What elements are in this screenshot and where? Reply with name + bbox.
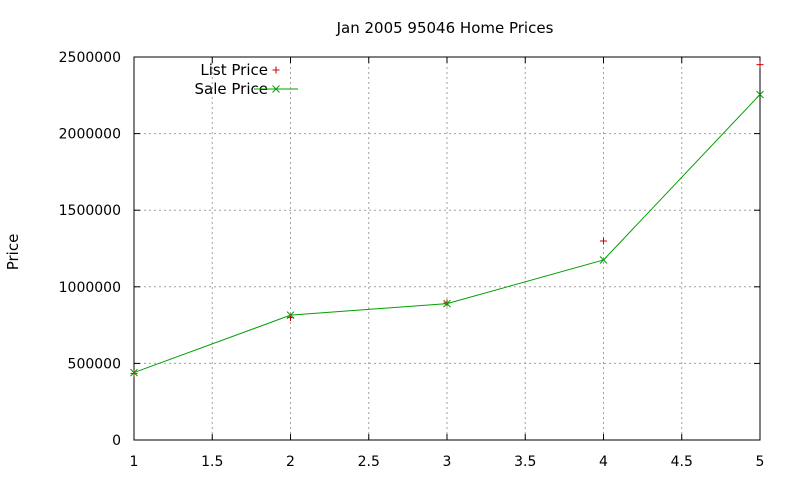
legend-label-sale-price: Sale Price: [195, 80, 268, 98]
plot-frame: [133, 56, 761, 441]
y-tick-label: 1000000: [59, 280, 121, 296]
y-tick-label: 2000000: [59, 127, 121, 143]
marker-stroke: [756, 90, 764, 99]
y-axis-label: Price: [4, 234, 22, 271]
legend-marker-list-price: [272, 66, 280, 74]
marker-stroke: [286, 311, 295, 319]
legend-label-list-price: List Price: [200, 61, 268, 79]
x-tick-label: 3: [443, 454, 452, 470]
x-tick-label: 3.5: [514, 454, 536, 470]
y-tick-label: 1500000: [59, 203, 121, 219]
y-tick-label: 2500000: [59, 50, 121, 66]
marker-stroke: [443, 299, 451, 308]
series: [130, 61, 764, 377]
list-price-point: [600, 237, 607, 245]
sale-price-point: [130, 368, 138, 377]
sale-price-point: [599, 256, 608, 264]
chart-title: Jan 2005 95046 Home Prices: [336, 19, 554, 37]
axis-ticks: 1 1.5 2 2.5 3 3.5 4 4.5 5 0 500000 1000000 1500000 20…: [59, 50, 765, 470]
marker-stroke: [130, 368, 138, 377]
y-tick-label: 0: [112, 433, 121, 449]
x-tick-label: 2.5: [358, 454, 380, 470]
list-price-point: [130, 369, 138, 377]
marker-stroke: [272, 85, 280, 93]
x-tick-label: 1: [130, 454, 139, 470]
sale-price-point: [756, 90, 764, 99]
y-tick-label: 500000: [68, 356, 121, 372]
sale-price-point: [443, 299, 451, 308]
x-tick-label: 5: [756, 454, 765, 470]
marker-stroke: [599, 256, 608, 264]
list-price-point: [756, 61, 764, 69]
x-tick-label: 1.5: [201, 454, 223, 470]
grid: [134, 57, 760, 440]
legend-marker-sale-price: [272, 85, 280, 93]
x-tick-label: 4: [599, 454, 608, 470]
x-tick-label: 2: [286, 454, 295, 470]
x-tick-label: 4.5: [671, 454, 693, 470]
sale-price-point: [286, 311, 295, 319]
